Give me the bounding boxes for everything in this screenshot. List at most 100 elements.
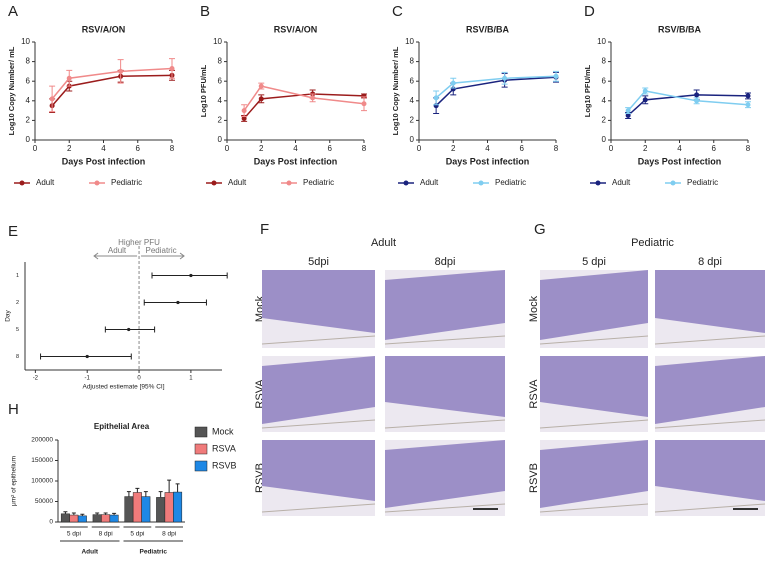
y-tick-label: 0: [26, 135, 31, 144]
legend-marker: [94, 180, 100, 186]
membrane: [654, 335, 766, 345]
x-tick-label: 0: [137, 376, 141, 382]
data-point: [694, 92, 700, 98]
bar: [132, 492, 142, 523]
x-tick-label: 8: [362, 144, 367, 153]
error-bar: [80, 513, 85, 516]
x-tick-label: 2: [451, 144, 456, 153]
y-tick-label: 150000: [31, 457, 53, 464]
membrane: [384, 503, 506, 513]
y-tick-label: 4: [218, 96, 223, 105]
membrane: [539, 503, 649, 513]
legend-marker: [286, 180, 292, 186]
epithelium: [540, 440, 648, 508]
y-tick-label: 8: [218, 57, 223, 66]
series-line: [243, 93, 365, 119]
legend-label: Adult: [612, 178, 631, 187]
y-tick-label: 0: [410, 135, 415, 144]
panel-label: D: [584, 3, 595, 20]
error-bar: [63, 511, 68, 514]
x-tick-label: 2: [67, 144, 72, 153]
bar: [164, 492, 174, 523]
panel-label: A: [8, 3, 18, 20]
y-axis-label: Log10 PFU/mL: [199, 64, 208, 117]
legend-label: Pediatric: [111, 178, 142, 187]
x-tick-label: 8 dpi: [162, 531, 176, 538]
y-tick-label: 6: [218, 76, 223, 85]
x-tick-label: -1: [85, 376, 91, 382]
legend-marker: [670, 180, 676, 186]
estimate: [127, 327, 131, 332]
x-tick-label: 5 dpi: [67, 531, 81, 538]
x-tick-label: 4: [677, 144, 682, 153]
bar: [141, 496, 151, 523]
data-point: [241, 115, 247, 121]
y-tick-label: 8: [26, 57, 31, 66]
legend-label: Pediatric: [687, 178, 718, 187]
data-point: [241, 108, 247, 114]
data-point: [642, 88, 648, 94]
x-tick-label: 6: [520, 144, 525, 153]
legend-label: Pediatric: [495, 178, 526, 187]
error-bar: [103, 512, 108, 515]
epithelium: [385, 270, 505, 340]
data-point: [450, 80, 456, 86]
panel-label: E: [8, 223, 18, 240]
y-tick-label: 0: [602, 135, 607, 144]
data-point: [258, 96, 264, 102]
y-tick-label: 0: [49, 519, 53, 526]
column-label: 5dpi: [308, 256, 329, 268]
x-tick-label: 4: [293, 144, 298, 153]
x-axis-label: Days Post infection: [62, 156, 146, 166]
y-tick-label: 10: [21, 37, 30, 46]
y-tick-label: 2: [410, 116, 415, 125]
ci-bar: [143, 299, 207, 306]
data-point: [502, 75, 508, 81]
legend-label: Pediatric: [303, 178, 334, 187]
panel-label: B: [200, 3, 210, 20]
x-tick-label: 1: [189, 376, 193, 382]
epithelium: [655, 440, 765, 501]
y-tick-label: 10: [213, 37, 222, 46]
x-tick-label: 2: [643, 144, 648, 153]
legend-label: RSVA: [212, 443, 236, 453]
x-tick-label: 8: [746, 144, 751, 153]
legend-label: Mock: [212, 426, 234, 436]
data-point: [642, 97, 648, 103]
series-line: [435, 76, 557, 107]
data-point: [49, 96, 55, 102]
y-axis-label: μm² of epithelium: [11, 456, 18, 506]
legend-label: Adult: [36, 178, 55, 187]
data-point: [310, 95, 316, 101]
x-axis-label: Days Post infection: [254, 156, 338, 166]
epithelium: [262, 356, 375, 424]
epithelium: [385, 440, 505, 508]
data-point: [258, 83, 264, 89]
y-tick-label: 4: [602, 96, 607, 105]
x-tick-label: 4: [101, 144, 106, 153]
y-tick-label: 2: [602, 116, 607, 125]
direction-label: Pediatric: [145, 246, 176, 255]
y-tick-label: 10: [405, 37, 414, 46]
column-label: 5 dpi: [582, 256, 606, 268]
bar: [60, 513, 70, 523]
x-tick-label: 6: [712, 144, 717, 153]
panel-title: Adult: [371, 237, 396, 249]
membrane: [261, 335, 376, 345]
y-tick-label: 6: [26, 76, 31, 85]
x-tick-label: 8 dpi: [99, 531, 113, 538]
annotation: Higher PFU: [118, 238, 160, 247]
epithelium: [540, 356, 648, 417]
membrane: [261, 419, 376, 429]
data-point: [553, 73, 559, 79]
estimate: [176, 300, 180, 305]
error-bar: [143, 491, 148, 497]
y-tick-label: 2: [16, 300, 19, 306]
y-tick-label: 200000: [31, 437, 53, 444]
data-point: [625, 108, 631, 114]
epithelium: [655, 270, 765, 333]
x-tick-label: 0: [33, 144, 38, 153]
estimate: [189, 273, 193, 278]
membrane: [539, 419, 649, 429]
error-bar: [135, 487, 140, 493]
